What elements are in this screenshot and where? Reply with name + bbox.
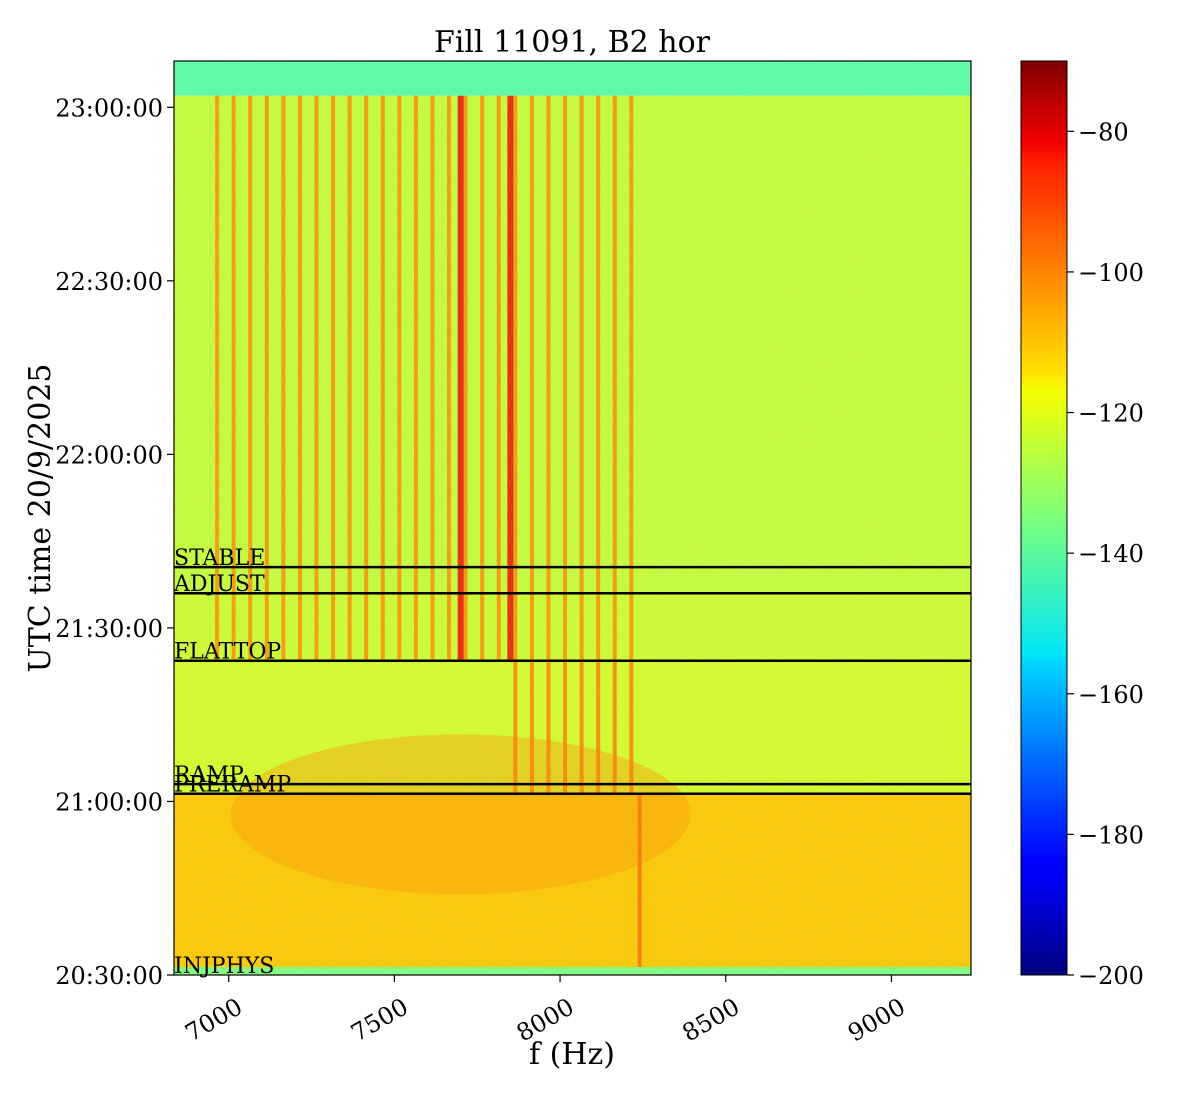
event-label-preramp: PRERAMP [174,773,291,798]
colorbar-tick-label: −120 [1078,400,1144,428]
plot-frame [173,60,972,976]
noise-texture [174,61,971,975]
chart-title: Fill 11091, B2 hor [434,25,711,60]
y-axis-label: UTC time 20/9/2025 [23,364,58,673]
y-tick-label: 21:00:00 [55,788,163,816]
y-tick-label: 20:30:00 [55,962,163,990]
x-tick-label: 7500 [346,993,413,1048]
event-label-stable: STABLE [174,546,265,571]
colorbar-tick-label: −80 [1078,118,1129,146]
colorbar-tick-label: −100 [1078,259,1144,287]
colorbar-tick-label: −160 [1078,681,1144,709]
event-label-flattop: FLATTOP [174,640,281,665]
colorbar-tick-label: −200 [1078,962,1144,990]
colorbar: −80 −100 −120 −140 −160 −180 −200 [1020,60,1144,990]
event-label-adjust: ADJUST [173,572,265,597]
y-tick-label: 21:30:00 [55,615,163,643]
y-tick-label: 22:00:00 [55,441,163,469]
y-axis-ticks: 20:30:00 21:00:00 21:30:00 22:00:00 22:30:00… [55,94,174,990]
colorbar-gradient [1020,60,1068,976]
event-label-ramp: RAMP [174,763,244,788]
colorbar-tick-label: −180 [1078,821,1144,849]
colorbar-ticks: −80 −100 −120 −140 −160 −180 −200 [1067,118,1144,990]
colorbar-tick-label: −140 [1078,540,1144,568]
y-tick-label: 23:00:00 [55,94,163,122]
x-tick-label: 7000 [180,993,247,1048]
x-axis-label: f (Hz) [529,1037,615,1072]
y-tick-label: 22:30:00 [55,268,163,296]
x-tick-label: 8500 [677,993,744,1048]
x-tick-label: 9000 [843,993,910,1048]
